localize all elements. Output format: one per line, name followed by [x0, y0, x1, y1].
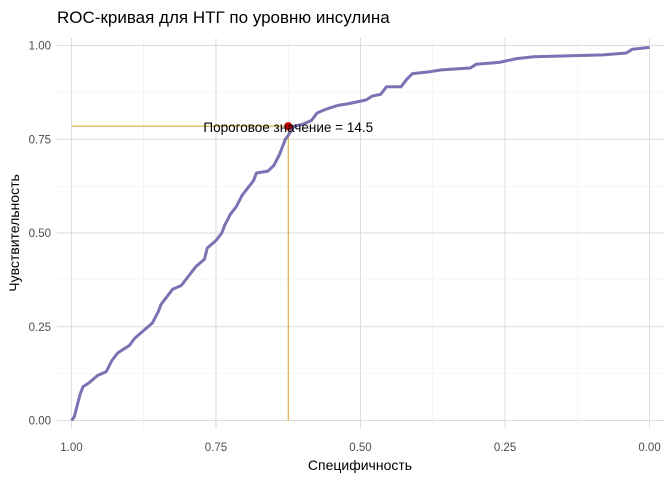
roc-curve-line [70, 45, 650, 422]
y-tick-label: 1.00 [29, 41, 51, 53]
x-tick-label: 1.00 [60, 442, 82, 454]
threshold-label: Пороговое значение = 14.5 [203, 120, 373, 135]
threshold-point [284, 122, 293, 131]
x-tick-label: 0.75 [205, 442, 227, 454]
x-tick-label: 0.50 [349, 442, 371, 454]
x-axis-title: Специфичность [308, 457, 412, 473]
threshold-lines [71, 125, 289, 421]
tick-labels: 0.00 0.25 0.50 0.75 1.00 1.00 0.75 0.50 0.25 0.00 [29, 41, 661, 455]
y-tick-label: 0.00 [29, 416, 51, 428]
threshold-layer: Пороговое значение = 14.5 [203, 120, 373, 135]
x-tick-label: 0.25 [494, 442, 516, 454]
grid [57, 38, 664, 428]
x-tick-label: 0.00 [638, 442, 660, 454]
y-axis-title: Чувствительность [6, 174, 22, 292]
series-layer [70, 45, 650, 422]
y-tick-label: 0.75 [29, 134, 51, 146]
y-tick-label: 0.50 [29, 228, 51, 240]
chart-title: ROC-кривая для НТГ по уровню инсулина [57, 8, 390, 27]
y-tick-label: 0.25 [29, 322, 51, 334]
